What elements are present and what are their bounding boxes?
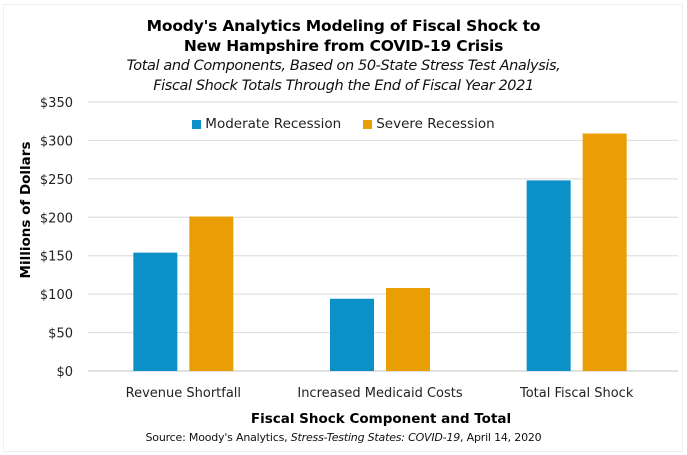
chart-legend: Moderate Recession Severe Recession [0, 116, 687, 132]
chart-title-line-2: New Hampshire from COVID-19 Crisis [183, 37, 504, 55]
source-note: Source: Moody's Analytics, Stress-Testin… [0, 431, 687, 445]
bar-severe-1 [386, 287, 430, 371]
legend-label-severe: Severe Recession [376, 116, 495, 132]
legend-swatch-moderate [192, 119, 202, 129]
bar-moderate-1 [330, 298, 374, 371]
chart-frame [3, 4, 683, 452]
y-axis-ticks: $0 $50 $100 $150 $200 $250 $300 $350 [40, 96, 73, 380]
bars [133, 133, 627, 371]
x-category-label: Revenue Shortfall [126, 386, 241, 401]
legend-swatch-severe [363, 119, 373, 129]
x-axis-title: Fiscal Shock Component and Total [251, 411, 511, 427]
legend-label-moderate: Moderate Recession [205, 116, 342, 132]
chart-subtitle-line-1: Total and Components, Based on 50-State … [126, 58, 561, 74]
chart-title-line-1: Moody's Analytics Modeling of Fiscal Sho… [146, 17, 541, 35]
bar-moderate-0 [133, 252, 178, 371]
source-title: Stress-Testing States: COVID-19 [290, 431, 461, 444]
y-tick-label: $50 [48, 327, 73, 342]
legend-item-severe: Severe Recession [363, 116, 495, 132]
chart-subtitle-line-2: Fiscal Shock Totals Through the End of F… [153, 78, 534, 94]
y-tick-label: $200 [40, 211, 73, 226]
y-tick-label: $0 [56, 365, 73, 380]
bar-severe-2 [582, 133, 627, 371]
x-category-label: Increased Medicaid Costs [297, 386, 462, 401]
source-prefix: Source: Moody's Analytics, [145, 431, 291, 444]
y-tick-label: $100 [40, 288, 73, 303]
bar-severe-0 [189, 216, 234, 371]
bar-moderate-2 [526, 180, 571, 371]
gridlines [88, 101, 678, 372]
y-tick-label: $150 [40, 250, 73, 265]
x-axis-categories: Revenue Shortfall Increased Medicaid Cost… [126, 386, 634, 401]
legend-item-moderate: Moderate Recession [192, 116, 341, 132]
x-category-label: Total Fiscal Shock [519, 386, 634, 401]
y-tick-label: $350 [40, 96, 73, 111]
source-suffix: , April 14, 2020 [460, 431, 542, 444]
y-axis-title: Millions of Dollars [18, 142, 34, 279]
y-tick-label: $250 [40, 173, 73, 188]
y-tick-label: $300 [40, 134, 73, 149]
